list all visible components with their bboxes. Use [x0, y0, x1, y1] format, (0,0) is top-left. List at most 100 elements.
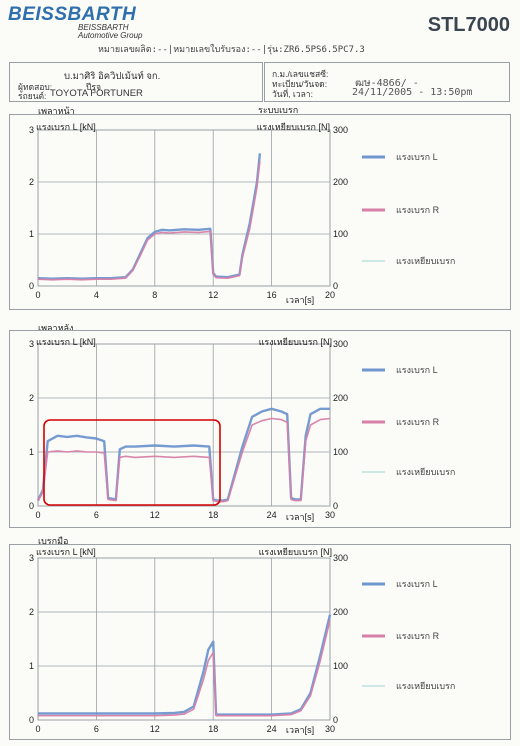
brand-subtitle: BEISSBARTH [78, 23, 129, 32]
hand-series-left [38, 614, 332, 716]
rear-grid [37, 343, 331, 507]
hand-ylabel-left: แรงเบรก L [kN] [36, 547, 96, 557]
car-label: รถยนต์: [18, 91, 47, 101]
hand-y2tick-label: 300 [333, 553, 348, 563]
mileage-label: ก.ม./เลขแชสซี: [272, 69, 329, 79]
rear-ytick-label: 1 [29, 447, 34, 457]
front-series-left [37, 153, 262, 280]
rear-y2tick-label: 0 [333, 501, 338, 511]
rear-legend-pedal: แรงเหยียบเบรก [396, 467, 455, 477]
hand-xtick-label: 12 [150, 724, 160, 734]
front-xtick-label: 4 [94, 290, 99, 300]
front-xtick-label: 8 [152, 290, 157, 300]
front-ytick-label: 1 [29, 229, 34, 239]
hand-chart: แรงเบรก L [kN] แรงเหยียบเบรก [N] เวลา[s]… [29, 547, 455, 735]
front-ylabel-right: แรงเหยียบเบรก [N] [257, 122, 330, 132]
hand-ylabel-right: แรงเหยียบเบรก [N] [259, 547, 332, 557]
front-y2tick-label: 200 [333, 177, 348, 187]
rear-xtick-label: 0 [35, 510, 40, 520]
hand-legend-pedal: แรงเหยียบเบรก [396, 681, 455, 691]
rear-chart: แรงเบรก L [kN] แรงเหยียบเบรก [N] เวลา[s]… [29, 337, 455, 522]
brake-system-heading: ระบบเบรก [258, 105, 299, 115]
hand-grid [37, 557, 331, 721]
rear-ytick-label: 0 [29, 501, 34, 511]
front-xlabel: เวลา[s] [286, 295, 314, 305]
date-value: 24/11/2005 - 13:50pm [352, 87, 473, 98]
hand-plot-frame [37, 557, 331, 721]
rear-lines [36, 407, 331, 503]
serial-line: หมายเลขผลิต:--|หมายเลขใบรับรอง:--|รุ่น:Z… [98, 45, 365, 55]
rear-xtick-label: 6 [94, 510, 99, 520]
rear-series-right [37, 417, 331, 503]
front-xtick-label: 16 [267, 290, 277, 300]
rear-xtick-label: 24 [267, 510, 277, 520]
rear-xtick-label: 18 [208, 510, 218, 520]
hand-xtick-label: 0 [35, 724, 40, 734]
hand-series-right [38, 619, 331, 717]
hand-ytick-label: 0 [29, 715, 34, 725]
front-legend-right: แรงเบรก R [396, 205, 440, 215]
rear-legend-left: แรงเบรก L [396, 365, 438, 375]
hand-legend-left: แรงเบรก L [396, 579, 438, 589]
brand-group: Automotive Group [78, 31, 143, 40]
rear-ytick-label: 3 [29, 339, 34, 349]
tester-label: ผู้ทดสอบ: [18, 82, 53, 92]
customer-box [9, 62, 263, 102]
front-xtick-label: 20 [325, 290, 335, 300]
rear-xlabel: เวลา[s] [286, 512, 314, 522]
front-series-right [37, 161, 261, 281]
rear-y2tick-label: 100 [333, 447, 348, 457]
rear-ylabel-right: แรงเหยียบเบรก [N] [259, 337, 332, 347]
front-axle-panel [9, 114, 511, 310]
model-title: STL7000 [427, 14, 510, 36]
hand-y2tick-label: 0 [333, 715, 338, 725]
front-legend: แรงเบรก L แรงเบรก R แรงเหยียบเบรก [362, 152, 455, 266]
front-legend-left: แรงเบรก L [396, 152, 438, 162]
hand-xtick-label: 6 [94, 724, 99, 734]
front-ylabel-left: แรงเบรก L [kN] [36, 122, 96, 132]
hand-xtick-label: 24 [267, 724, 277, 734]
front-xtick-label: 12 [208, 290, 218, 300]
front-xtick-label: 0 [35, 290, 40, 300]
front-ytick-label: 3 [29, 125, 34, 135]
front-y2tick-label: 300 [333, 125, 348, 135]
rear-series-left [36, 407, 330, 502]
company-name: บ.มาศิริ อิควิปเม้นท์ จก. [64, 71, 161, 82]
rear-legend-right: แรงเบรก R [396, 417, 440, 427]
hand-xtick-label: 18 [208, 724, 218, 734]
hand-y2tick-label: 100 [333, 661, 348, 671]
hand-legend: แรงเบรก L แรงเบรก R แรงเหยียบเบรก [362, 579, 455, 691]
hand-xtick-label: 30 [325, 724, 335, 734]
front-legend-pedal: แรงเหยียบเบรก [396, 256, 455, 266]
car-value: TOYOTA FORTUNER [50, 88, 143, 99]
reg-label: ทะเบียน/วันจด: [272, 79, 328, 89]
hand-lines [38, 614, 332, 717]
front-grid [37, 129, 331, 287]
hand-ytick-label: 3 [29, 553, 34, 563]
front-ytick-label: 2 [29, 177, 34, 187]
front-plot-frame [37, 129, 331, 287]
hand-xlabel: เวลา[s] [286, 725, 314, 735]
rear-plot-frame [37, 343, 331, 507]
handbrake-heading: เบรกมือ [38, 536, 69, 546]
tester-value: ปีรุจ [86, 82, 101, 92]
reg-value: ฒษ-4866/ - [355, 78, 419, 89]
brand-logo: BEISSBARTH [8, 4, 137, 25]
rear-xtick-label: 12 [150, 510, 160, 520]
highlight-box [43, 419, 221, 506]
rear-ylabel-left: แรงเบรก L [kN] [36, 337, 96, 347]
rear-ytick-label: 2 [29, 393, 34, 403]
vehicle-box [264, 62, 510, 102]
rear-axle-panel [9, 330, 511, 528]
date-label: วันที่, เวลา: [272, 89, 313, 99]
rear-xtick-label: 30 [325, 510, 335, 520]
rear-legend: แรงเบรก L แรงเบรก R แรงเหยียบเบรก [362, 365, 455, 477]
hand-ytick-label: 1 [29, 661, 34, 671]
front-axle-heading: เพลาหน้า [38, 106, 75, 116]
rear-y2tick-label: 300 [333, 339, 348, 349]
front-lines [37, 153, 262, 281]
